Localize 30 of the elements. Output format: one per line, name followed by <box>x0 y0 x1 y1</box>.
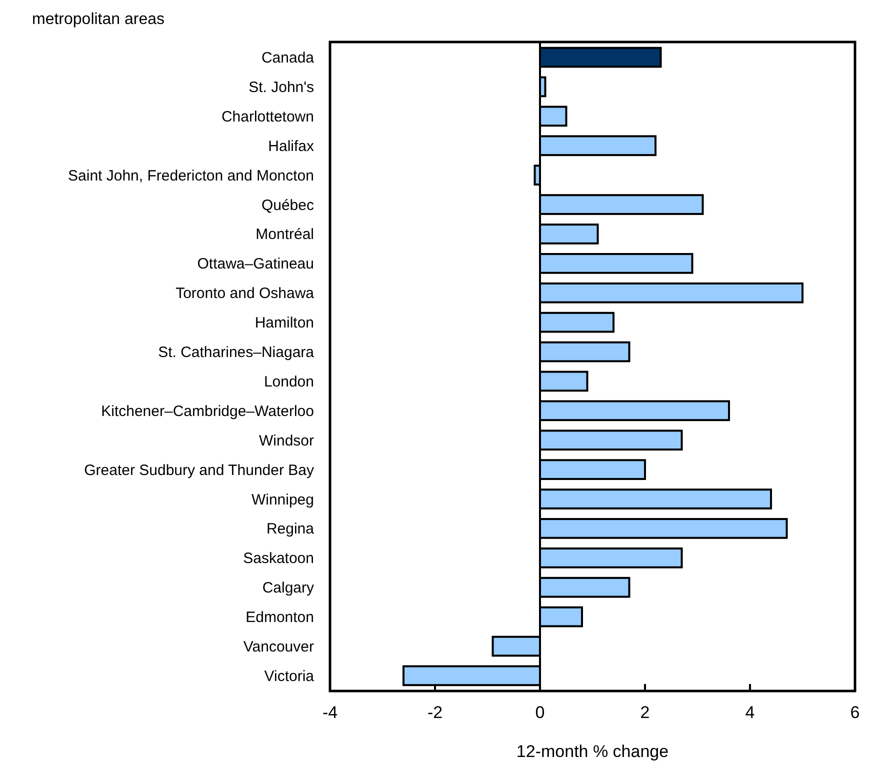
x-tick-label: 2 <box>640 703 650 722</box>
y-tick-label: Kitchener–Cambridge–Waterloo <box>101 402 314 420</box>
y-tick-label: Winnipeg <box>251 491 314 508</box>
text: metropolitan areas <box>32 11 165 28</box>
y-tick-label: St. Catharines–Niagara <box>158 344 315 362</box>
x-tick-label: -2 <box>427 703 443 722</box>
y-tick-label: Victoria <box>264 668 315 685</box>
y-tick-label: Charlottetown <box>221 108 314 126</box>
y-tick-label: Windsor <box>258 432 314 450</box>
y-tick-label: Québec <box>261 196 314 214</box>
x-tick-label: 6 <box>850 703 860 722</box>
y-tick-label: Regina <box>266 520 315 538</box>
x-tick-label: 4 <box>745 703 755 722</box>
y-tick-label: St. John's <box>248 79 314 96</box>
y-tick-label: Saint John, Fredericton and Moncton <box>68 167 314 184</box>
y-tick-label: Greater Sudbury and Thunder Bay <box>84 462 314 479</box>
y-tick-label: Hamilton <box>254 314 314 332</box>
x-tick-label: 0 <box>535 703 545 722</box>
y-tick-label: Montréal <box>256 226 314 244</box>
y-tick-label: Toronto and Oshawa <box>176 285 315 302</box>
y-tick-label: Vancouver <box>243 638 314 656</box>
x-axis-title: 12-month % change <box>516 742 669 761</box>
y-tick-label: London <box>264 373 314 390</box>
y-tick-label: Ottawa–Gatineau <box>197 256 314 273</box>
y-tick-label: Saskatoon <box>243 550 314 568</box>
y-tick-label: Edmonton <box>246 609 314 626</box>
x-tick-label: -4 <box>322 703 338 722</box>
y-tick-label: Calgary <box>262 580 314 597</box>
y-tick-label: Halifax <box>268 138 314 155</box>
y-tick-label: Canada <box>261 50 315 67</box>
